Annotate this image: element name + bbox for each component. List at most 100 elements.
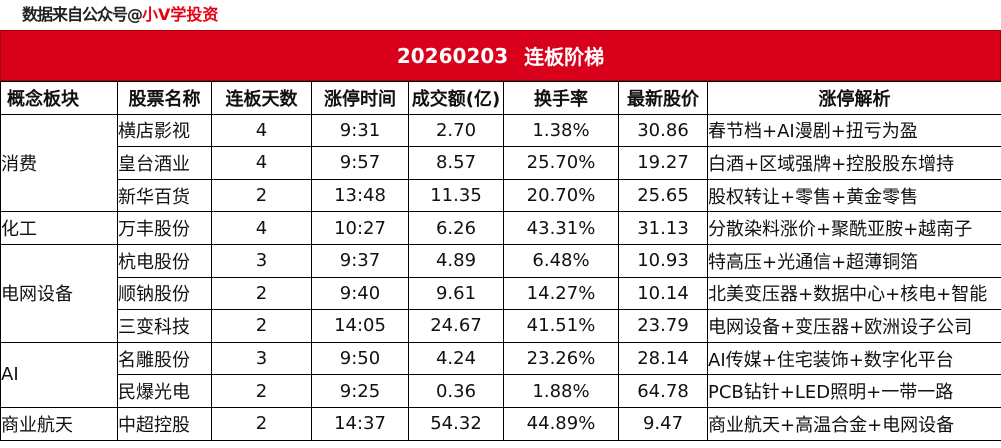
price-cell: 19.27 — [618, 146, 708, 180]
days-cell: 4 — [211, 146, 312, 180]
days-cell: 2 — [211, 374, 312, 408]
amount-cell: 54.32 — [408, 406, 504, 441]
reason-cell: 商业航天+高温合金+电网设备 — [707, 406, 1001, 441]
time-cell: 10:27 — [311, 211, 409, 245]
days-cell: 3 — [211, 243, 312, 278]
category-cell: 消费 — [0, 113, 118, 213]
header-limit-up-time: 涨停时间 — [311, 81, 409, 115]
days-cell: 2 — [211, 406, 312, 441]
time-cell: 9:40 — [311, 276, 409, 311]
amount-cell: 4.24 — [408, 341, 504, 376]
turnover-cell: 6.48% — [503, 243, 619, 278]
price-cell: 9.47 — [618, 406, 708, 441]
table-row: 电网设备 杭电股份 3 9:37 4.89 6.48% 10.93 特高压+光通… — [0, 243, 1001, 343]
amount-cell: 4.89 — [408, 243, 504, 278]
turnover-cell: 1.88% — [503, 374, 619, 408]
stock-name-cell: 横店影视 — [117, 113, 212, 148]
source-prefix: 数据来自公众号@ — [22, 5, 143, 24]
reason-cell: 分散染料涨价+聚酰亚胺+越南子 — [707, 211, 1001, 245]
amount-cell: 8.57 — [408, 146, 504, 180]
price-cell: 64.78 — [618, 374, 708, 408]
stock-name-cell: 民爆光电 — [117, 374, 212, 408]
table-row: 民爆光电 2 9:25 0.36 1.88% 64.78 PCB钻针+LED照明… — [1, 374, 1001, 408]
turnover-cell: 44.89% — [503, 406, 619, 441]
price-cell: 25.65 — [618, 178, 708, 213]
table-row: 新华百货 2 13:48 11.35 20.70% 25.65 股权转让+零售+… — [1, 178, 1001, 213]
reason-cell: 电网设备+变压器+欧洲设子公司 — [707, 309, 1001, 343]
days-cell: 2 — [211, 276, 312, 311]
limit-up-ladder-table: 概念板块 股票名称 连板天数 涨停时间 成交额(亿) 换手率 最新股价 涨停解析… — [0, 81, 1001, 441]
stock-name-cell: 顺钠股份 — [117, 276, 212, 311]
header-category: 概念板块 — [0, 81, 118, 115]
time-cell: 9:57 — [311, 146, 409, 180]
stock-name-cell: 名雕股份 — [117, 341, 212, 376]
days-cell: 4 — [211, 211, 312, 245]
stock-name-cell: 新华百货 — [117, 178, 212, 213]
time-cell: 14:37 — [311, 406, 409, 441]
table-row: 化工 万丰股份 4 10:27 6.26 43.31% 31.13 分散染料涨价… — [0, 211, 1001, 245]
days-cell: 2 — [211, 309, 312, 343]
turnover-cell: 25.70% — [503, 146, 619, 180]
table-row: 皇台酒业 4 9:57 8.57 25.70% 19.27 白酒+区域强牌+控股… — [1, 146, 1001, 180]
stock-name-cell: 中超控股 — [117, 406, 212, 441]
days-cell: 3 — [211, 341, 312, 376]
header-latest-price: 最新股价 — [618, 81, 708, 115]
time-cell: 9:37 — [311, 243, 409, 278]
amount-cell: 24.67 — [408, 309, 504, 343]
turnover-cell: 1.38% — [503, 113, 619, 148]
table-row: 顺钠股份 2 9:40 9.61 14.27% 10.14 北美变压器+数据中心… — [1, 276, 1001, 311]
turnover-cell: 41.51% — [503, 309, 619, 343]
days-cell: 2 — [211, 178, 312, 213]
header-row: 概念板块 股票名称 连板天数 涨停时间 成交额(亿) 换手率 最新股价 涨停解析 — [0, 81, 1001, 115]
time-cell: 9:50 — [311, 341, 409, 376]
price-cell: 28.14 — [618, 341, 708, 376]
turnover-cell: 20.70% — [503, 178, 619, 213]
time-cell: 13:48 — [311, 178, 409, 213]
turnover-cell: 43.31% — [503, 211, 619, 245]
title-date: 20260203 — [396, 43, 509, 68]
stock-name-cell: 皇台酒业 — [117, 146, 212, 180]
turnover-cell: 23.26% — [503, 341, 619, 376]
table-row: 消费 横店影视 4 9:31 2.70 1.38% 30.86 春节档+AI漫剧… — [0, 113, 1001, 213]
source-account-name: 小V学投资 — [142, 5, 219, 24]
amount-cell: 11.35 — [408, 178, 504, 213]
reason-cell: 北美变压器+数据中心+核电+智能 — [707, 276, 1001, 311]
table-title-bar: 20260203 连板阶梯 — [0, 30, 1001, 81]
stock-name-cell: 三变科技 — [117, 309, 212, 343]
amount-cell: 2.70 — [408, 113, 504, 148]
days-cell: 4 — [211, 113, 312, 148]
category-cell: 商业航天 — [0, 406, 118, 441]
turnover-cell: 14.27% — [503, 276, 619, 311]
header-stock-name: 股票名称 — [117, 81, 212, 115]
stock-name-cell: 杭电股份 — [117, 243, 212, 278]
header-reason: 涨停解析 — [707, 81, 1001, 115]
amount-cell: 9.61 — [408, 276, 504, 311]
time-cell: 9:31 — [311, 113, 409, 148]
category-cell: 电网设备 — [0, 243, 118, 343]
stock-name-cell: 万丰股份 — [117, 211, 212, 245]
header-consecutive-days: 连板天数 — [211, 81, 312, 115]
source-line: 数据来自公众号@小V学投资 — [22, 2, 218, 28]
price-cell: 10.14 — [618, 276, 708, 311]
price-cell: 23.79 — [618, 309, 708, 343]
table-row: 商业航天 中超控股 2 14:37 54.32 44.89% 9.47 商业航天… — [0, 406, 1001, 441]
price-cell: 10.93 — [618, 243, 708, 278]
reason-cell: 白酒+区域强牌+控股股东增持 — [707, 146, 1001, 180]
price-cell: 31.13 — [618, 211, 708, 245]
amount-cell: 6.26 — [408, 211, 504, 245]
reason-cell: PCB钻针+LED照明+一带一路 — [707, 374, 1001, 408]
time-cell: 14:05 — [311, 309, 409, 343]
header-turnover: 换手率 — [503, 81, 619, 115]
header-amount: 成交额(亿) — [408, 81, 504, 115]
category-cell: AI — [0, 341, 118, 408]
reason-cell: 春节档+AI漫剧+扭亏为盈 — [707, 113, 1001, 148]
reason-cell: 特高压+光通信+超薄铜箔 — [707, 243, 1001, 278]
price-cell: 30.86 — [618, 113, 708, 148]
category-cell: 化工 — [0, 211, 118, 245]
time-cell: 9:25 — [311, 374, 409, 408]
reason-cell: 股权转让+零售+黄金零售 — [707, 178, 1001, 213]
table-row: AI 名雕股份 3 9:50 4.24 23.26% 28.14 AI传媒+住宅… — [0, 341, 1001, 408]
title-label: 连板阶梯 — [524, 45, 605, 69]
table-row: 三变科技 2 14:05 24.67 41.51% 23.79 电网设备+变压器… — [1, 309, 1001, 343]
amount-cell: 0.36 — [408, 374, 504, 408]
